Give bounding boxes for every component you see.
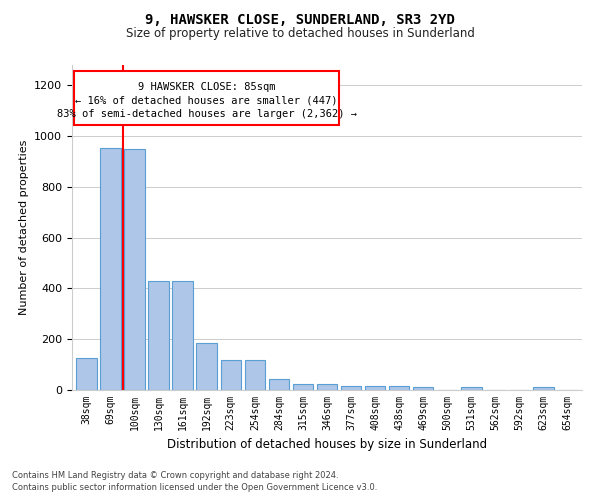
Text: Contains public sector information licensed under the Open Government Licence v3: Contains public sector information licen… <box>12 484 377 492</box>
Bar <box>317 384 337 390</box>
Bar <box>100 148 121 390</box>
Text: ← 16% of detached houses are smaller (447): ← 16% of detached houses are smaller (44… <box>76 96 338 106</box>
Bar <box>365 386 385 390</box>
Text: Size of property relative to detached houses in Sunderland: Size of property relative to detached ho… <box>125 28 475 40</box>
X-axis label: Distribution of detached houses by size in Sunderland: Distribution of detached houses by size … <box>167 438 487 452</box>
Bar <box>196 343 217 390</box>
Y-axis label: Number of detached properties: Number of detached properties <box>19 140 29 315</box>
Bar <box>533 388 554 390</box>
Text: 9, HAWSKER CLOSE, SUNDERLAND, SR3 2YD: 9, HAWSKER CLOSE, SUNDERLAND, SR3 2YD <box>145 12 455 26</box>
Text: Contains HM Land Registry data © Crown copyright and database right 2024.: Contains HM Land Registry data © Crown c… <box>12 471 338 480</box>
Bar <box>124 149 145 390</box>
FancyBboxPatch shape <box>74 72 339 124</box>
Bar <box>245 360 265 390</box>
Bar <box>148 281 169 390</box>
Bar <box>221 360 241 390</box>
Text: 9 HAWSKER CLOSE: 85sqm: 9 HAWSKER CLOSE: 85sqm <box>138 82 275 92</box>
Text: 83% of semi-detached houses are larger (2,362) →: 83% of semi-detached houses are larger (… <box>57 110 357 120</box>
Bar <box>293 384 313 390</box>
Bar <box>269 378 289 390</box>
Bar <box>461 388 482 390</box>
Bar <box>76 358 97 390</box>
Bar <box>341 386 361 390</box>
Bar <box>413 388 433 390</box>
Bar <box>389 386 409 390</box>
Bar <box>172 281 193 390</box>
